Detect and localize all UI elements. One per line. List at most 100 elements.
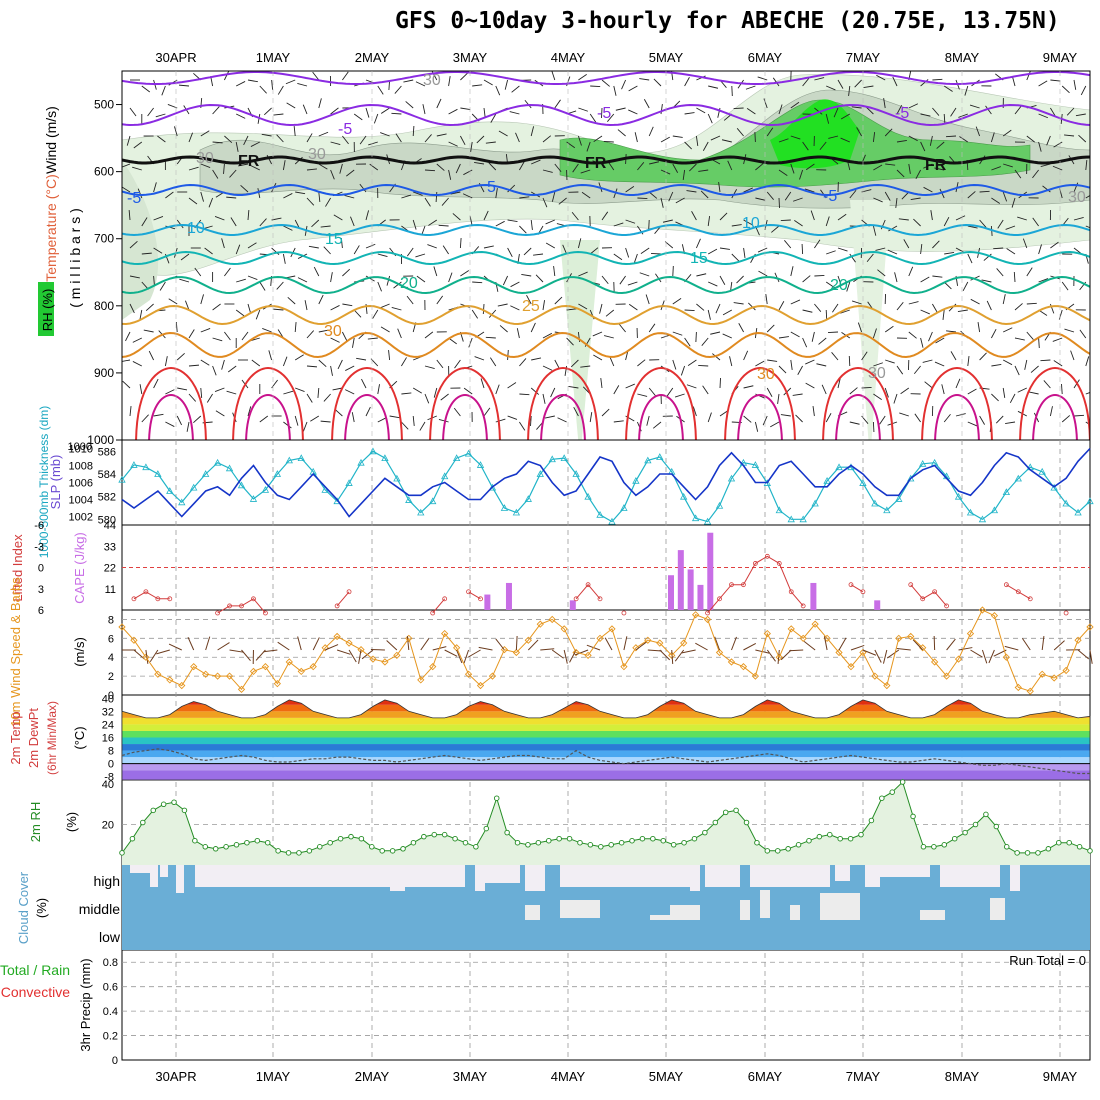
wind-barb bbox=[578, 74, 587, 81]
rh-point bbox=[702, 829, 708, 836]
wind-barb-10m bbox=[495, 638, 505, 651]
wind-barb bbox=[227, 365, 237, 373]
wind-barb bbox=[153, 247, 163, 254]
wind-barb bbox=[615, 107, 626, 111]
date-label-bottom: 3MAY bbox=[453, 1069, 488, 1084]
cloud-high-gap bbox=[405, 865, 465, 887]
wind-barb bbox=[369, 163, 379, 171]
wind-barb bbox=[342, 135, 349, 145]
wind-barb bbox=[851, 106, 862, 109]
wind-barb bbox=[530, 322, 536, 333]
wind-speed-point bbox=[369, 655, 377, 663]
wind-barb bbox=[743, 247, 746, 258]
wind-barb-10m bbox=[695, 642, 708, 651]
wind-barb bbox=[943, 113, 946, 125]
wind-barb bbox=[483, 79, 493, 86]
thickness-point bbox=[751, 461, 760, 468]
li-point bbox=[167, 596, 173, 602]
wind-barb bbox=[873, 362, 884, 367]
wind-barb bbox=[727, 160, 733, 171]
wind-barb bbox=[873, 393, 882, 400]
wind-barb-10m bbox=[838, 637, 847, 651]
wind-barb bbox=[814, 107, 823, 115]
thickness-point bbox=[620, 504, 628, 511]
wind-barb bbox=[943, 216, 950, 227]
rh-point bbox=[452, 835, 458, 842]
wind-barb bbox=[243, 135, 249, 146]
wind-barb bbox=[294, 354, 304, 361]
wind-barb bbox=[271, 79, 274, 90]
wind-barb bbox=[340, 238, 343, 249]
wind-barb bbox=[710, 135, 721, 141]
li-point bbox=[705, 610, 710, 616]
wind-barb bbox=[353, 309, 362, 318]
wind-barb bbox=[731, 85, 733, 97]
wind-barb bbox=[1061, 415, 1071, 423]
li-point bbox=[752, 561, 758, 566]
cloud-high-gap bbox=[525, 865, 545, 891]
rh-point bbox=[556, 835, 562, 842]
wind-barb bbox=[188, 166, 199, 171]
wind-barb bbox=[542, 135, 552, 143]
temp-tick-label: 8 bbox=[108, 746, 114, 758]
thickness-point bbox=[691, 514, 700, 522]
wind-barb bbox=[542, 332, 553, 339]
wind-barb bbox=[391, 112, 402, 115]
wind-barb bbox=[235, 309, 245, 317]
wind-barb bbox=[448, 272, 453, 283]
wind-barb bbox=[639, 272, 650, 277]
wind-barb bbox=[412, 125, 415, 137]
wind-barb bbox=[344, 194, 355, 199]
wind-barb bbox=[875, 247, 886, 251]
wind-barb bbox=[975, 126, 981, 137]
isotherm-40 bbox=[344, 393, 390, 440]
wind-barb bbox=[821, 384, 827, 395]
wind-barb bbox=[849, 387, 858, 395]
wind-barb bbox=[920, 337, 924, 348]
cloud-high-gap bbox=[690, 865, 700, 891]
wind-barb bbox=[755, 163, 764, 171]
wind-barb-10m bbox=[348, 649, 357, 663]
wind-barb bbox=[901, 191, 910, 200]
wind-barb bbox=[643, 99, 650, 109]
thickness-point bbox=[799, 515, 807, 523]
wind-barb bbox=[212, 169, 219, 179]
wind-barb bbox=[1075, 113, 1086, 117]
rh-shade-95 bbox=[770, 99, 860, 169]
wind-barb-10m bbox=[468, 649, 481, 658]
wind-speed-point bbox=[381, 658, 389, 666]
wind-barb bbox=[261, 133, 272, 137]
wind-barb bbox=[812, 406, 815, 417]
rh-point bbox=[400, 846, 406, 852]
wind-barb bbox=[450, 191, 461, 195]
wind-barb bbox=[922, 359, 933, 363]
li-point bbox=[346, 589, 352, 595]
wind-barb bbox=[359, 135, 367, 145]
wind-barb bbox=[1014, 365, 1020, 376]
rh-point bbox=[212, 846, 219, 852]
li-point bbox=[920, 596, 926, 602]
wind-barb-10m bbox=[988, 649, 995, 664]
wind-barb bbox=[1085, 391, 1090, 395]
wind-barb bbox=[1017, 216, 1027, 221]
wind-barb bbox=[1061, 281, 1069, 291]
wind-barb bbox=[460, 107, 471, 111]
rh-tick-label: 20 bbox=[102, 820, 114, 832]
wind-barb bbox=[990, 132, 995, 143]
pressure-tick-label: 1000 bbox=[87, 433, 114, 447]
wind-barb bbox=[297, 277, 308, 283]
wind-barb bbox=[613, 420, 624, 423]
wind-barb bbox=[212, 106, 220, 115]
li-axis-label: Lifted Index bbox=[10, 534, 25, 602]
temp-tick-label: 32 bbox=[102, 706, 114, 718]
cape-bar bbox=[484, 594, 491, 610]
wind-barb bbox=[557, 417, 567, 423]
wind-barb bbox=[722, 333, 732, 339]
wind-barb bbox=[778, 365, 787, 374]
wind-barb bbox=[593, 354, 603, 361]
wind-barb bbox=[719, 377, 721, 389]
wind-barb-10m bbox=[743, 642, 757, 651]
wind-barb-10m bbox=[862, 649, 877, 656]
date-label-top: 2MAY bbox=[355, 50, 390, 65]
